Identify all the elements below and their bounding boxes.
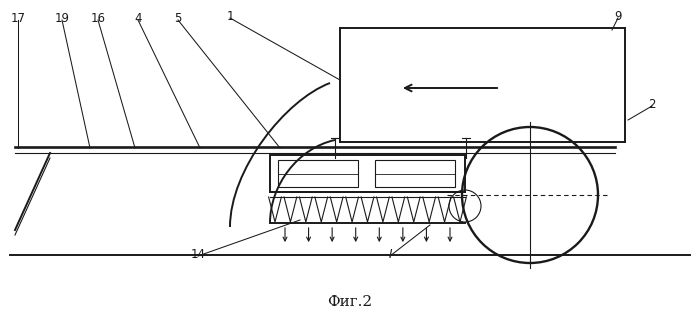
Text: 2: 2 [648,98,656,111]
Text: 19: 19 [55,12,69,25]
Text: 4: 4 [134,12,141,25]
Text: 16: 16 [90,12,106,25]
Text: 14: 14 [190,248,206,261]
Bar [278,160,358,187]
Text: Фиг.2: Фиг.2 [328,295,372,309]
Text: 9: 9 [615,10,622,23]
Bar [375,160,455,187]
Text: I: I [389,248,392,261]
Text: 1: 1 [226,10,234,23]
Text: 17: 17 [10,12,25,25]
Text: 5: 5 [174,12,182,25]
